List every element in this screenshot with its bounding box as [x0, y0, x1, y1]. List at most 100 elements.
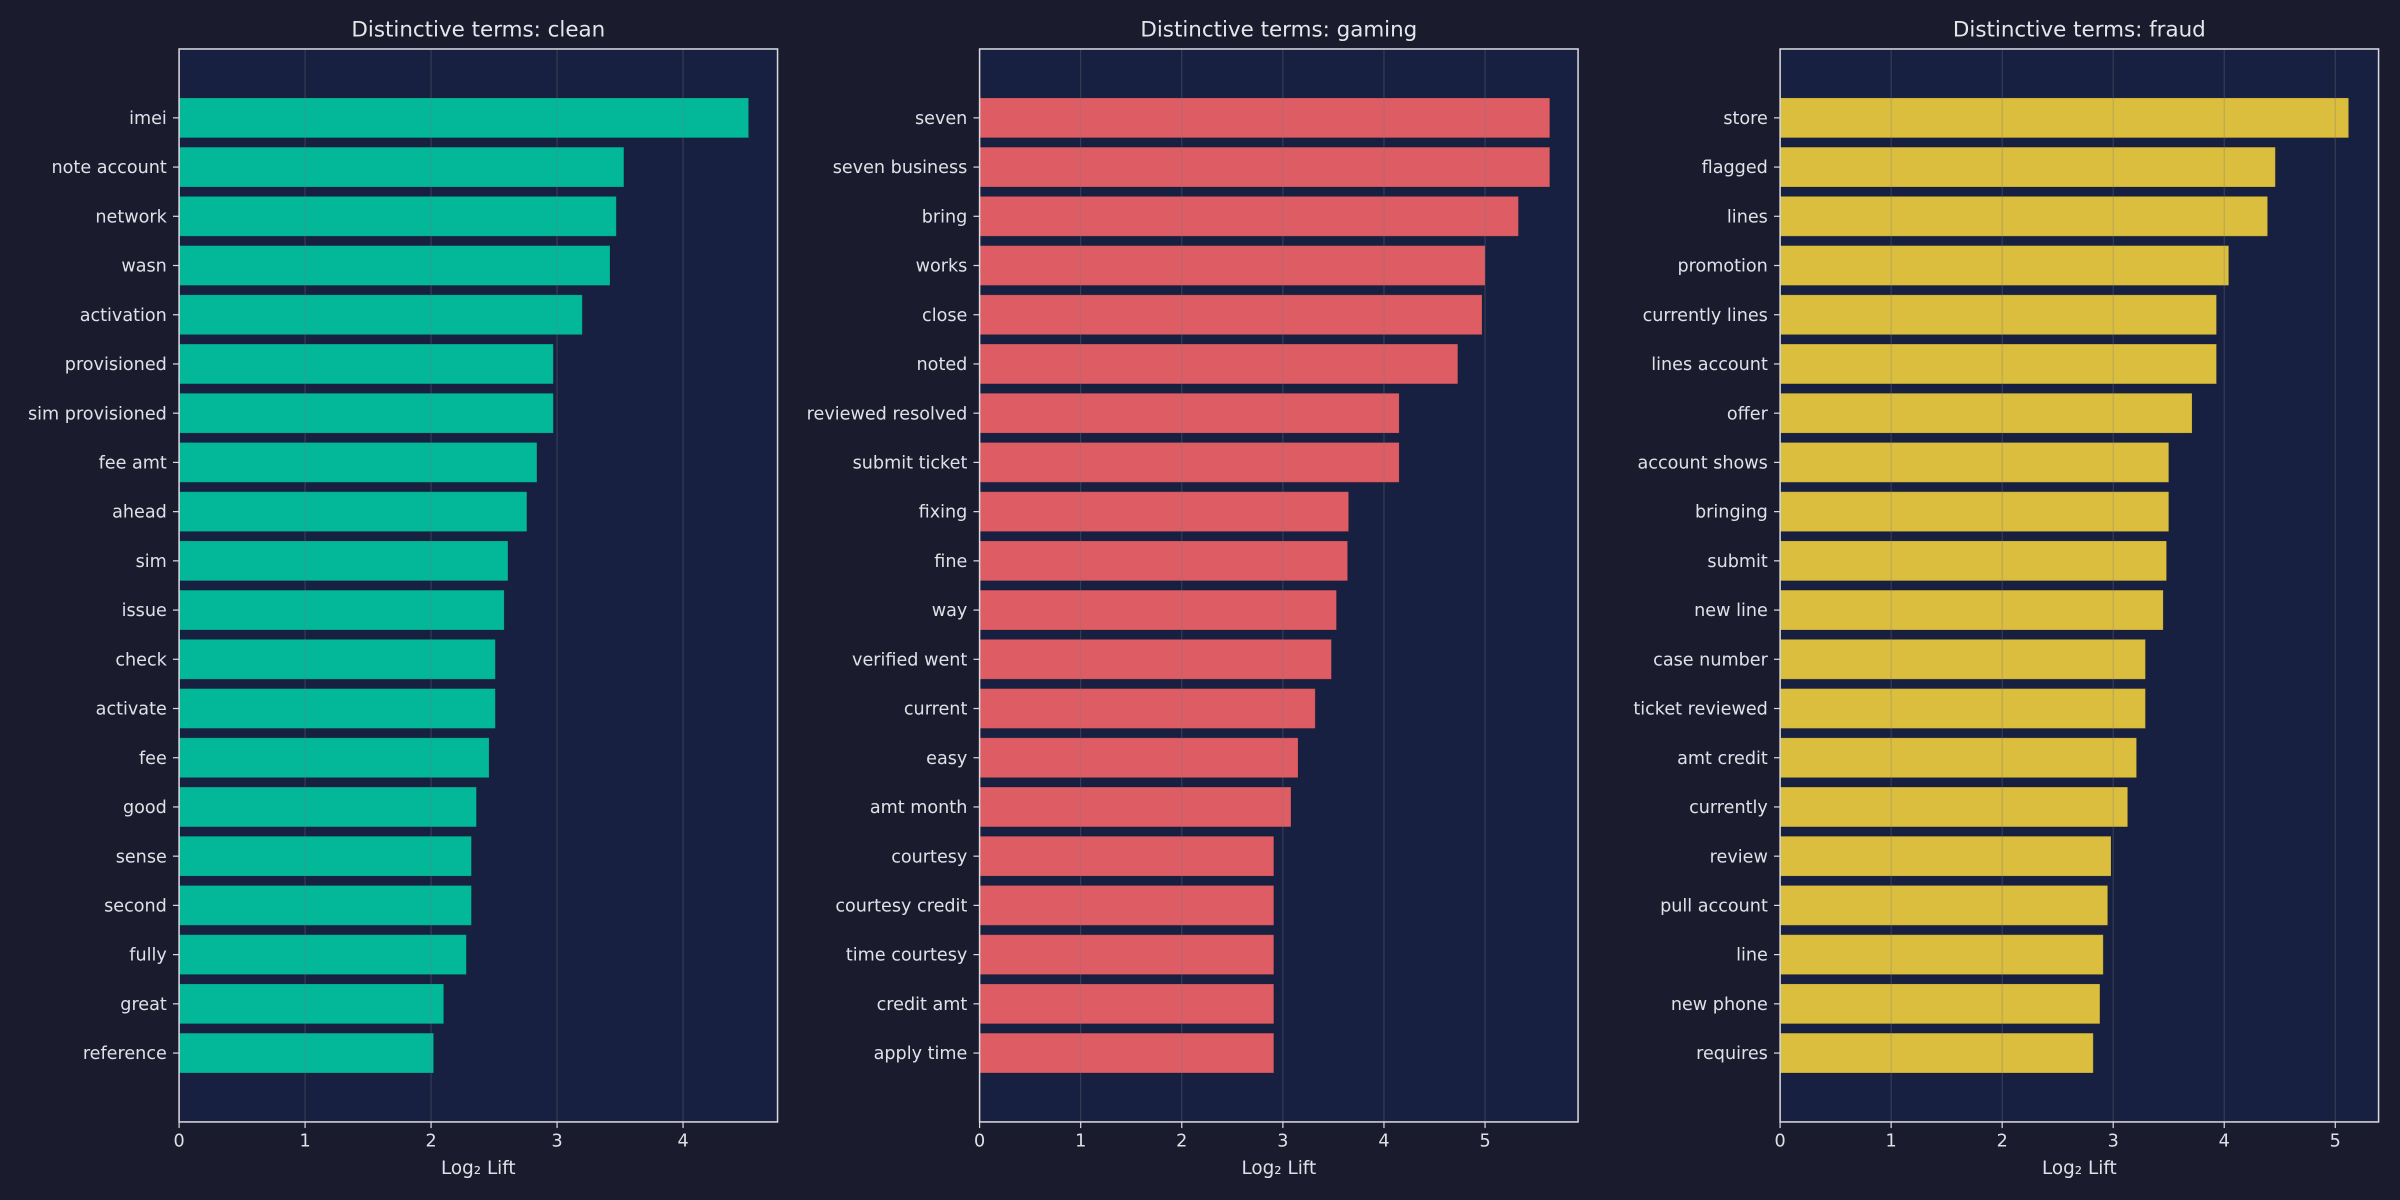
y-tick-label: fine	[934, 552, 967, 572]
y-tick-label: works	[916, 257, 968, 277]
x-tick-label: 5	[2330, 1131, 2341, 1151]
bar	[178, 540, 509, 582]
y-tick-label: submit ticket	[853, 454, 968, 474]
bar	[1779, 589, 2164, 631]
bar	[979, 343, 1459, 385]
y-tick-label: close	[922, 306, 967, 326]
y-tick-label: amt credit	[1677, 749, 1768, 769]
bar	[979, 1032, 1275, 1074]
bar	[178, 392, 554, 434]
bar	[1779, 195, 2268, 237]
y-tick-label: great	[120, 995, 167, 1015]
x-tick-label: 3	[2108, 1131, 2119, 1151]
bar	[979, 294, 1483, 336]
bar	[1779, 786, 2129, 828]
bar	[1779, 97, 2350, 139]
y-tick-label: bring	[922, 207, 968, 227]
y-tick-label: easy	[926, 749, 967, 769]
bar	[178, 983, 445, 1025]
bar	[979, 786, 1292, 828]
y-tick-label: currently	[1689, 798, 1768, 818]
y-tick-label: reference	[83, 1044, 167, 1064]
y-tick-label: fee amt	[99, 454, 167, 474]
bar	[979, 885, 1275, 926]
bar	[979, 688, 1316, 729]
bar	[178, 491, 528, 532]
bar	[979, 934, 1275, 975]
bar	[979, 589, 1337, 631]
bar	[1779, 343, 2217, 385]
bar	[979, 442, 1400, 483]
y-tick-label: amt month	[870, 798, 968, 818]
bar	[1779, 737, 2137, 779]
chart-title: Distinctive terms: clean	[351, 18, 605, 43]
bar	[979, 392, 1400, 434]
x-tick-label: 5	[1479, 1131, 1490, 1151]
y-tick-label: imei	[129, 109, 167, 129]
bar	[1779, 934, 2104, 975]
chart-title: Distinctive terms: fraud	[1953, 18, 2206, 43]
bar	[1779, 146, 2276, 188]
y-tick-label: ahead	[112, 503, 167, 523]
x-tick-label: 1	[299, 1131, 310, 1151]
bar	[979, 245, 1486, 286]
y-tick-label: ticket reviewed	[1633, 700, 1768, 720]
y-tick-label: verified went	[852, 650, 967, 670]
x-tick-label: 1	[1075, 1131, 1086, 1151]
bar	[178, 885, 472, 926]
y-tick-label: wasn	[121, 257, 167, 277]
y-tick-label: lines account	[1651, 355, 1768, 375]
y-tick-label: courtesy credit	[835, 897, 967, 917]
bar	[979, 983, 1275, 1025]
bar	[178, 97, 750, 139]
y-tick-label: store	[1723, 109, 1768, 129]
y-tick-label: activation	[80, 306, 167, 326]
y-tick-label: current	[904, 700, 968, 720]
bar	[178, 245, 611, 286]
x-tick-label: 4	[677, 1131, 688, 1151]
x-tick-label: 3	[1277, 1131, 1288, 1151]
y-tick-label: promotion	[1677, 257, 1767, 277]
y-tick-label: line	[1736, 946, 1768, 966]
y-tick-label: note account	[52, 158, 167, 178]
y-tick-label: offer	[1727, 404, 1769, 424]
x-tick-label: 3	[551, 1131, 562, 1151]
y-tick-label: seven	[915, 109, 967, 129]
x-axis-label: Log₂ Lift	[1241, 1158, 1316, 1179]
x-tick-label: 1	[1886, 1131, 1897, 1151]
y-tick-label: credit amt	[877, 995, 968, 1015]
y-tick-label: pull account	[1660, 897, 1768, 917]
y-tick-label: seven business	[833, 158, 968, 178]
y-tick-label: account shows	[1638, 454, 1768, 474]
y-tick-label: second	[104, 897, 167, 917]
bar	[178, 343, 554, 385]
bar	[979, 540, 1349, 582]
bar	[1779, 638, 2146, 680]
bar	[1779, 688, 2146, 729]
bar	[979, 737, 1299, 779]
bar	[178, 1032, 435, 1074]
bar	[178, 934, 467, 975]
y-tick-label: fully	[129, 946, 167, 966]
x-tick-label: 2	[425, 1131, 436, 1151]
y-tick-label: apply time	[874, 1044, 968, 1064]
x-axis-label: Log₂ Lift	[441, 1158, 516, 1179]
y-tick-label: provisioned	[65, 355, 167, 375]
y-tick-label: good	[123, 798, 167, 818]
bar	[1779, 392, 2193, 434]
chart-panel-0: Distinctive terms: clean imei note account…	[28, 18, 779, 1179]
bar	[979, 835, 1275, 877]
bar	[979, 638, 1332, 680]
bar	[178, 294, 583, 336]
x-tick-label: 0	[1775, 1131, 1786, 1151]
plot-frame	[978, 48, 1579, 1123]
y-tick-label: noted	[917, 355, 968, 375]
y-tick-label: network	[95, 207, 167, 227]
y-tick-label: time courtesy	[846, 946, 967, 966]
x-tick-label: 4	[1378, 1131, 1389, 1151]
y-tick-label: case number	[1653, 650, 1768, 670]
x-tick-label: 2	[1176, 1131, 1187, 1151]
x-tick-label: 2	[1997, 1131, 2008, 1151]
bar	[1779, 491, 2170, 532]
